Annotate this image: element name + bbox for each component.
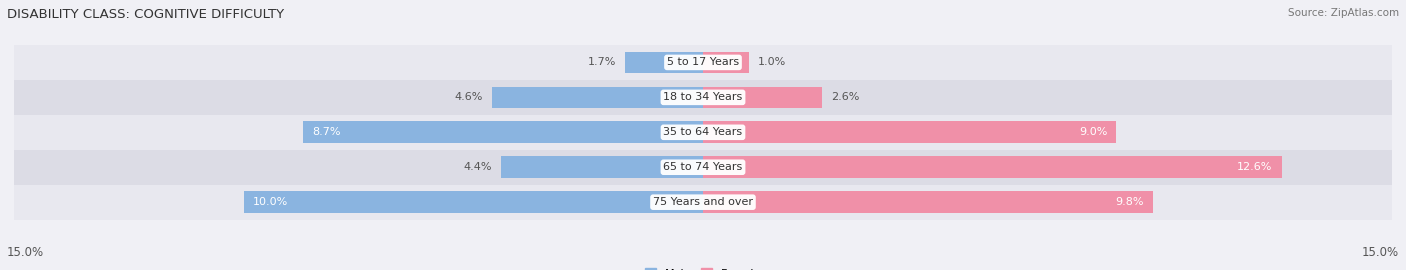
Text: 2.6%: 2.6% — [831, 92, 860, 102]
Bar — [304, 122, 703, 143]
Text: 8.7%: 8.7% — [312, 127, 342, 137]
Text: 10.0%: 10.0% — [253, 197, 288, 207]
Bar — [703, 191, 1153, 213]
Bar — [14, 80, 1392, 115]
Text: 5 to 17 Years: 5 to 17 Years — [666, 58, 740, 68]
Bar — [703, 156, 1282, 178]
Text: 75 Years and over: 75 Years and over — [652, 197, 754, 207]
Bar — [243, 191, 703, 213]
Text: Source: ZipAtlas.com: Source: ZipAtlas.com — [1288, 8, 1399, 18]
Text: 18 to 34 Years: 18 to 34 Years — [664, 92, 742, 102]
Text: 12.6%: 12.6% — [1237, 162, 1272, 172]
Text: 4.6%: 4.6% — [454, 92, 482, 102]
Text: DISABILITY CLASS: COGNITIVE DIFFICULTY: DISABILITY CLASS: COGNITIVE DIFFICULTY — [7, 8, 284, 21]
Bar — [14, 185, 1392, 220]
Bar — [703, 52, 749, 73]
Text: 35 to 64 Years: 35 to 64 Years — [664, 127, 742, 137]
Bar — [501, 156, 703, 178]
Bar — [14, 45, 1392, 80]
Bar — [703, 86, 823, 108]
Bar — [492, 86, 703, 108]
Text: 1.0%: 1.0% — [758, 58, 786, 68]
Text: 15.0%: 15.0% — [7, 246, 44, 259]
Bar — [14, 115, 1392, 150]
Text: 1.7%: 1.7% — [588, 58, 616, 68]
Text: 4.4%: 4.4% — [463, 162, 492, 172]
Text: 65 to 74 Years: 65 to 74 Years — [664, 162, 742, 172]
Text: 15.0%: 15.0% — [1362, 246, 1399, 259]
Text: 9.8%: 9.8% — [1115, 197, 1144, 207]
Bar — [703, 122, 1116, 143]
Text: 9.0%: 9.0% — [1078, 127, 1107, 137]
Bar — [14, 150, 1392, 185]
Legend: Male, Female: Male, Female — [641, 263, 765, 270]
Bar — [624, 52, 703, 73]
